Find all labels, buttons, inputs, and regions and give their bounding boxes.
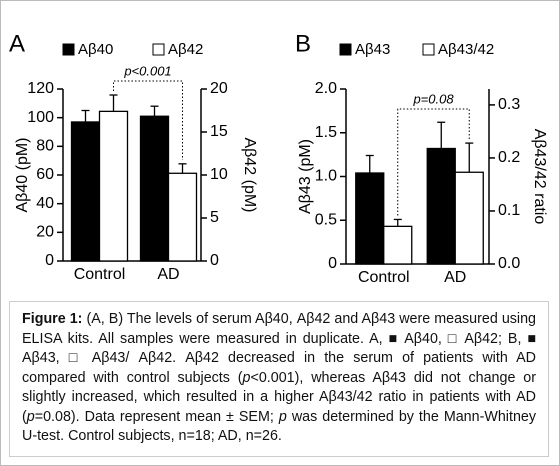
legend-swatch	[62, 43, 75, 56]
y2-tick-label: 15	[210, 123, 228, 140]
annotation: p<0.001	[123, 63, 171, 78]
y2-tick-label: 5	[210, 209, 219, 226]
y-tick-label: 0.5	[315, 211, 337, 228]
y2-tick-label: 10	[210, 166, 228, 183]
y-tick-label: 0	[328, 255, 337, 272]
y-tick-label: 1.0	[315, 168, 337, 185]
charts: A Aβ40 Aβ42 0 20 40 60 80 100 120 0 5 10 15 20 Aβ40 (pM…	[9, 30, 548, 286]
x-tick-label: Control	[74, 266, 126, 283]
caption-text: p	[26, 408, 35, 425]
bar	[383, 225, 413, 265]
y-tick-label: 0	[45, 252, 54, 269]
y2-axis-title: Aβ42 (pM)	[241, 138, 258, 213]
bar	[426, 147, 456, 265]
y2-tick-label: 0.0	[498, 255, 520, 272]
caption: Figure 1: (A, B) The levels of serum Aβ4…	[9, 301, 549, 457]
y2-tick-label: 0.3	[498, 96, 520, 113]
bar	[454, 171, 484, 265]
y-axis-title: Aβ43 (pM)	[297, 139, 314, 214]
legend-label: Aβ43/42	[438, 41, 494, 58]
y-tick-label: 1.5	[315, 124, 337, 141]
caption-text: (A, B) The levels of serum Aβ40, Aβ42 an…	[22, 311, 537, 386]
bar	[98, 110, 129, 262]
legend-label: Aβ42	[168, 41, 203, 58]
legend-swatch	[339, 43, 352, 56]
y2-axis-title: Aβ43/42 ratio	[531, 129, 548, 225]
caption-text: p	[242, 369, 251, 386]
y-tick-label: 80	[36, 138, 54, 155]
y2-tick-label: 0	[210, 252, 219, 269]
y-tick-label: 2.0	[315, 80, 337, 97]
caption-text: =0.08). Data represent mean ± SEM;	[34, 408, 279, 425]
x-tick-label: AD	[157, 266, 179, 283]
x-tick-label: AD	[444, 269, 466, 286]
significance-bracket	[397, 108, 470, 216]
y-tick-label: 100	[27, 109, 54, 126]
annotation: p=0.08	[412, 91, 454, 106]
y-tick-label: 60	[36, 166, 54, 183]
legend-label: Aβ43	[355, 41, 390, 58]
panel-label: B	[295, 30, 311, 57]
y-tick-label: 40	[36, 195, 54, 212]
y2-tick-label: 20	[210, 80, 228, 97]
bar	[139, 115, 170, 262]
legend-swatch	[152, 43, 165, 56]
caption-text: <0.001), whereas Aβ43 did not change or …	[22, 369, 536, 425]
y2-tick-label: 0.1	[498, 202, 520, 219]
caption-text: was determined by the Mann-Whitney U-tes…	[22, 408, 536, 445]
bar	[70, 121, 101, 262]
y2-tick-label: 0.2	[498, 149, 520, 166]
legend-label: Aβ40	[78, 41, 113, 58]
x-tick-label: Control	[358, 269, 410, 286]
y-axis-title: Aβ40 (pM)	[14, 138, 31, 213]
y-tick-label: 120	[27, 80, 54, 97]
bar	[167, 172, 198, 262]
bar	[355, 172, 385, 265]
legend-swatch	[422, 43, 435, 56]
caption-text: p	[278, 408, 287, 425]
panel-label: A	[9, 30, 25, 57]
caption-label: Figure 1:	[22, 311, 83, 327]
y-tick-label: 20	[36, 224, 54, 241]
